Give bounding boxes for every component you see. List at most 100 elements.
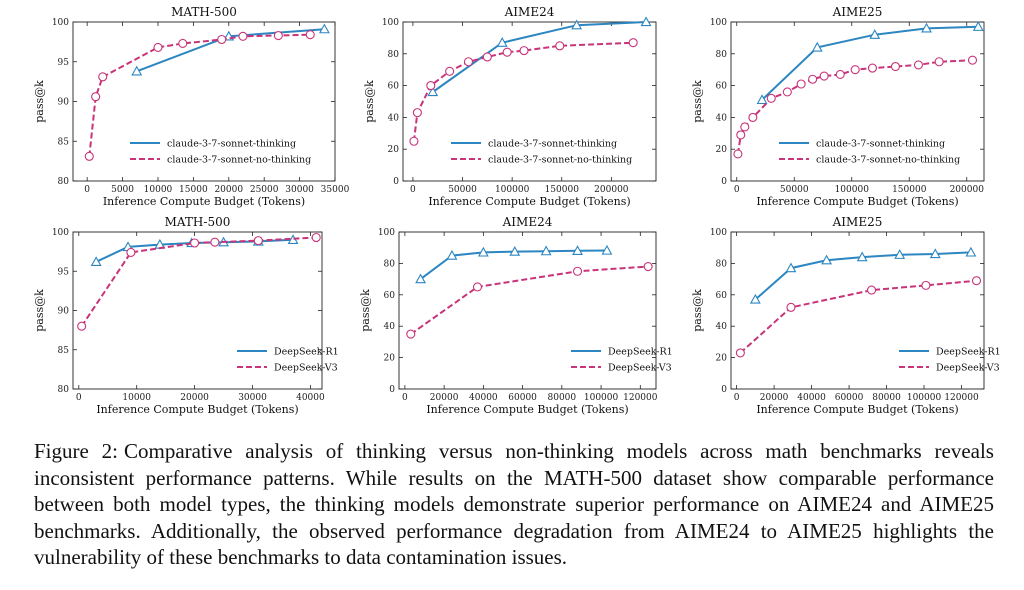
circle-point [463,57,474,67]
chart-panel-4: 80 85 90 95 100 0 10000 20000 30000 40000 MATH-500… [33,215,339,416]
x-tick-label: 120000 [944,393,979,403]
x-tick-label: 150000 [892,185,927,195]
y-tick-label: 95 [58,267,70,277]
figure-caption: Figure 2: Comparative analysis of thinkin… [34,438,994,571]
chart-panel-3: 0 20 40 60 80 100 0 50000 100000 150000 200000 AIME… [691,5,985,208]
circle-point [305,30,315,40]
y-axis-label: pass@k [691,80,704,123]
circle-point [967,55,978,65]
x-axis-label: Inference Compute Budget (Tokens) [426,403,628,416]
y-tick-label: 85 [58,137,70,147]
circle-point [482,52,492,62]
y-tick-label: 0 [721,177,727,187]
chart-title: AIME25 [832,5,883,19]
circle-point [311,232,321,243]
y-tick-label: 100 [382,18,399,28]
circle-point [126,247,136,257]
triangle-point [894,249,906,259]
series-line-2 [80,236,317,327]
triangle-point [415,273,427,284]
circle-point [426,81,436,91]
triangle-point [427,86,439,97]
y-tick-label: 20 [716,354,728,364]
y-tick-label: 90 [58,98,70,108]
circle-point [178,38,188,49]
circle-point [890,61,901,72]
plot-frame [730,231,985,390]
triangle-point [131,65,143,76]
plot-frame [402,21,657,182]
circle-point [766,93,776,103]
legend-label-2: DeepSeek-V3 [608,363,672,374]
caption-label: Figure 2: [34,439,118,463]
x-tick-label: 20000 [214,185,243,195]
y-tick-label: 60 [716,82,728,92]
x-tick-label: 25000 [250,185,279,195]
circle-point [210,237,220,247]
y-tick-label: 80 [384,259,396,269]
y-tick-label: 60 [384,291,396,301]
x-axis-label: Inference Compute Budget (Tokens) [428,195,630,208]
circle-point [153,42,163,52]
circle-point [190,238,200,248]
triangle-point [509,245,521,256]
circle-point [850,65,860,75]
x-tick-label: 80000 [548,393,577,403]
x-tick-label: 35000 [321,185,350,195]
circle-point [98,72,108,82]
x-tick-label: 10000 [122,393,151,403]
series-line-2 [88,33,311,157]
chart-title: AIME25 [832,215,883,229]
y-tick-label: 40 [384,322,396,332]
circle-point [748,112,758,122]
circle-point [736,130,746,140]
x-axis-label: Inference Compute Budget (Tokens) [103,195,305,208]
caption-text: Comparative analysis of thinking versus … [34,439,994,569]
x-tick-label: 0 [734,185,740,195]
chart-panel-5: 0 20 40 60 80 100 0 20000 40000 60000 80000 100000 1… [359,215,673,416]
y-tick-label: 80 [716,50,728,60]
circle-point [572,266,583,276]
triangle-point [869,29,881,39]
triangle-point [571,19,583,30]
x-axis-label: Inference Compute Budget (Tokens) [96,403,298,416]
x-tick-label: 60000 [835,393,864,403]
y-tick-label: 20 [716,145,728,155]
chart-title: MATH-500 [171,5,237,19]
triangle-point [318,23,330,34]
x-tick-label: 80000 [872,393,901,403]
legend-label-1: DeepSeek-R1 [608,347,673,358]
x-tick-label: 30000 [238,393,267,403]
x-tick-label: 50000 [448,185,477,195]
x-tick-label: 15000 [179,185,208,195]
x-tick-label: 200000 [950,185,985,195]
y-tick-label: 40 [716,322,728,332]
x-tick-label: 100000 [584,393,619,403]
x-tick-label: 100000 [835,185,870,195]
chart-panel-1: 80 85 90 95 100 0 5000 10000 15000 20000 25000 3000… [33,5,350,208]
y-tick-label: 90 [58,307,70,317]
triangle-point [811,41,823,52]
series-line-2 [739,279,977,354]
series-line-2 [736,59,973,155]
circle-point [913,60,924,70]
circle-point [733,149,743,159]
circle-point [445,66,455,76]
circle-point [406,329,416,339]
series-line-2 [412,41,634,142]
y-tick-label: 100 [52,228,69,238]
x-tick-label: 10000 [144,185,173,195]
circle-point [253,236,263,246]
circle-point [786,302,796,312]
x-tick-label: 150000 [545,185,580,195]
x-tick-label: 100000 [495,185,530,195]
triangle-point [756,94,768,105]
x-tick-label: 40000 [469,393,498,403]
plot-frame [398,231,657,390]
y-axis-label: pass@k [33,80,46,123]
legend-label-1: claude-3-7-sonnet-thinking [167,139,296,150]
chart-panel-2: 0 20 40 60 80 100 0 50000 100000 150000 200000 AIME… [363,5,657,208]
x-axis-label: Inference Compute Budget (Tokens) [756,195,958,208]
circle-point [502,47,512,57]
y-tick-label: 60 [388,82,400,92]
